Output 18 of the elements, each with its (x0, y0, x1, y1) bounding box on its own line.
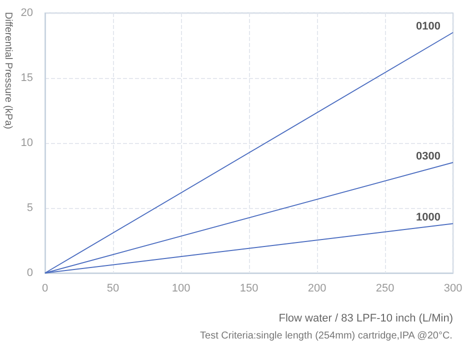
x-tick-label: 200 (308, 282, 326, 294)
x-tick-label: 50 (106, 282, 120, 294)
x-tick-label: 250 (376, 282, 394, 294)
y-axis-title: Differential Pressure (kPa) (2, 12, 14, 130)
x-tick-label: 150 (240, 282, 258, 294)
y-tick-label: 15 (20, 72, 33, 84)
x-tick-label: 100 (172, 282, 190, 294)
y-tick-label: 20 (20, 7, 33, 19)
text: Test Criteria:single length (254mm) cartridge,IPA @20°C. (200, 330, 452, 342)
y-tick-label: 5 (26, 202, 33, 214)
series-label: 1000 (416, 212, 440, 224)
series-label: 0300 (416, 150, 440, 162)
x-tick-label: 300 (444, 282, 462, 294)
y-tick-label: 10 (20, 137, 33, 149)
x-tick-label: 0 (42, 282, 48, 294)
y-tick-label: 0 (26, 267, 33, 279)
series-label: 0100 (416, 20, 440, 32)
x-axis-title: Flow water / 83 LPF-10 inch (L/Min) (278, 312, 453, 324)
